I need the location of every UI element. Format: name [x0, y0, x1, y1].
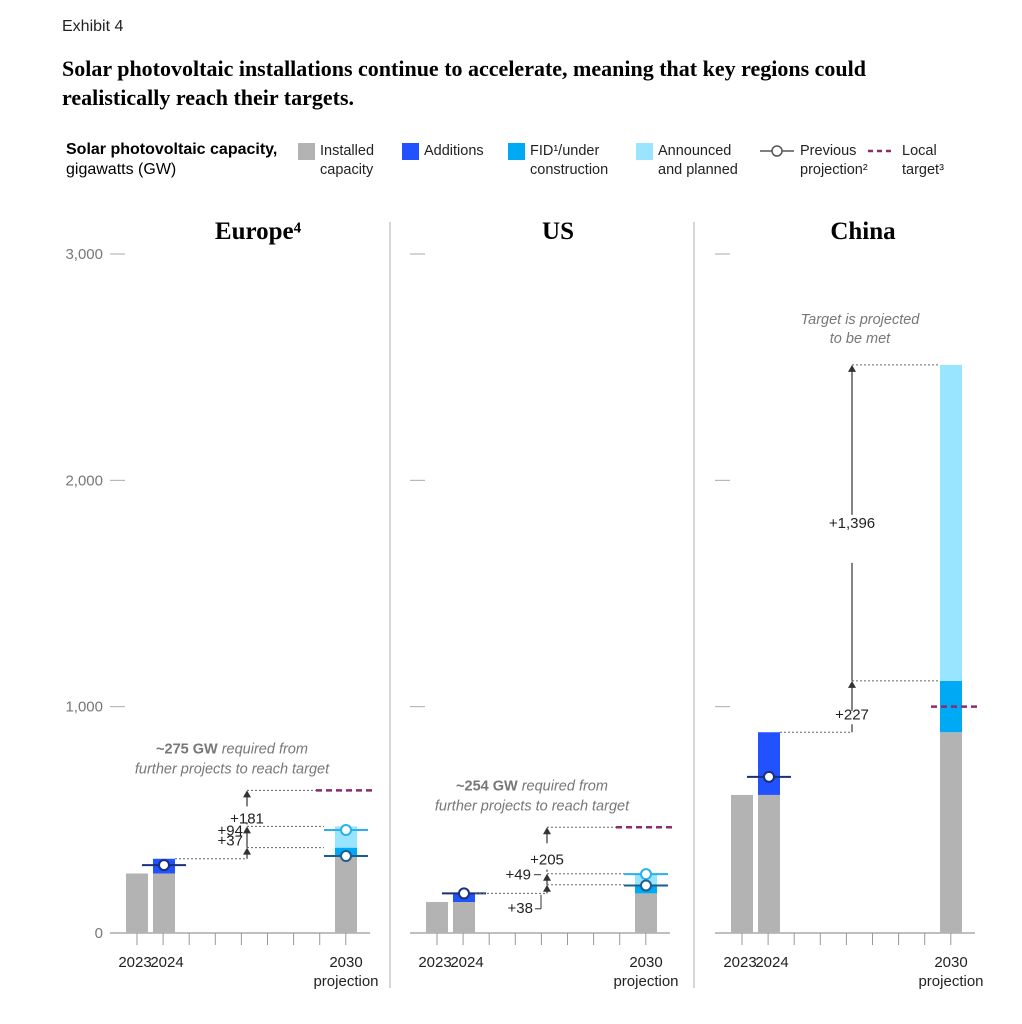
bar-installed-2030 — [940, 732, 962, 933]
legend-label-fid: FID¹/under construction — [530, 143, 609, 178]
x-label-2030: 2030 — [934, 954, 967, 971]
delta-label-fid: +227 — [835, 707, 869, 724]
legend-swatch-additions — [402, 143, 419, 160]
delta-arrowhead — [848, 680, 856, 688]
annotation-note-line2: further projects to reach target — [435, 798, 630, 814]
delta-label-fid: +38 — [508, 900, 533, 917]
legend-local-target-icon — [868, 144, 896, 158]
annotation-note-line1: ~254 GW required from — [456, 778, 608, 794]
region-title-0: Europe⁴ — [215, 218, 302, 245]
previous-projection-marker-2030-low — [640, 879, 652, 892]
delta-arrowhead — [848, 364, 856, 372]
x-label-2024: 2024 — [755, 954, 788, 971]
annotation-note-bold: ~254 GW — [456, 778, 518, 794]
bar-installed-2030 — [635, 893, 657, 933]
annotation-note-line2: further projects to reach target — [135, 761, 330, 777]
chart-title: Solar photovoltaic installations continu… — [62, 56, 866, 110]
legend-previous-projection-icon — [760, 144, 794, 158]
measure-unit: gigawatts (GW) — [66, 161, 177, 178]
delta-label-announced: +1,396 — [829, 515, 875, 532]
bar-installed-2024 — [453, 901, 475, 933]
legend-swatch-fid — [508, 143, 525, 160]
bar-installed-2023 — [426, 901, 448, 933]
y-tick-label: 0 — [95, 925, 103, 942]
x-label-2024: 2024 — [450, 954, 483, 971]
previous-projection-marker-2030-low — [340, 850, 352, 863]
previous-projection-marker-2030-high — [340, 824, 352, 837]
bar-installed-2024 — [758, 794, 780, 933]
delta-arrowhead — [543, 884, 551, 892]
previous-projection-marker-2024 — [458, 887, 470, 900]
annotation-note-bold: ~275 GW — [156, 741, 218, 757]
region-title-1: US — [542, 218, 574, 245]
delta-arrowhead — [243, 790, 251, 798]
annotation-note-rest: required from — [218, 741, 308, 757]
annotation-note-rest: required from — [518, 778, 608, 794]
bar-additions-2024 — [758, 732, 780, 795]
legend-label-previous: Previous projection² — [800, 143, 868, 178]
delta-arrowhead — [543, 873, 551, 881]
legend-swatch-installed — [298, 143, 315, 160]
bar-announced-2030 — [940, 364, 962, 681]
legend-label-additions: Additions — [424, 143, 484, 159]
y-tick-label: 2,000 — [65, 472, 103, 489]
annotation-note-line1: ~275 GW required from — [156, 741, 308, 757]
delta-label-remaining: +181 — [230, 810, 264, 827]
bar-installed-2023 — [731, 794, 753, 933]
annotation-note-line1: Target is projected — [801, 312, 921, 328]
previous-projection-marker-2024 — [158, 859, 170, 872]
bar-installed-2030 — [335, 856, 357, 933]
delta-arrowhead — [543, 827, 551, 835]
x-label-2023: 2023 — [118, 954, 151, 971]
x-label-projection: projection — [613, 973, 678, 990]
x-label-2024: 2024 — [150, 954, 183, 971]
x-label-2030: 2030 — [629, 954, 662, 971]
previous-projection-marker-2030-high — [640, 868, 652, 881]
legend-label-announced: Announced and planned — [658, 143, 738, 178]
previous-projection-marker-2024 — [763, 770, 775, 783]
legend-swatch-announced — [636, 143, 653, 160]
x-label-projection: projection — [918, 973, 983, 990]
x-label-2030: 2030 — [329, 954, 362, 971]
bar-installed-2023 — [126, 873, 148, 933]
x-label-2023: 2023 — [723, 954, 756, 971]
measure-bold: Solar photovoltaic capacity, — [66, 141, 278, 158]
annotation-note-line2: to be met — [830, 331, 891, 347]
delta-arrowhead — [243, 826, 251, 834]
delta-label-remaining: +205 — [530, 852, 564, 869]
delta-label-announced: +49 — [506, 867, 531, 884]
delta-arrowhead — [243, 847, 251, 855]
delta-label-fid: +37 — [218, 833, 243, 850]
y-tick-label: 1,000 — [65, 699, 103, 716]
y-tick-label: 3,000 — [65, 246, 103, 263]
measure-label: Solar photovoltaic capacity, gigawatts (… — [66, 140, 277, 180]
legend-label-installed: Installed capacity — [320, 143, 375, 178]
legend-label-target: Local target³ — [902, 143, 944, 178]
region-title-2: China — [830, 218, 896, 245]
bar-installed-2024 — [153, 873, 175, 933]
x-label-2023: 2023 — [418, 954, 451, 971]
x-label-projection: projection — [313, 973, 378, 990]
delta-label-announced: +94 — [218, 822, 243, 839]
exhibit-label: Exhibit 4 — [62, 18, 124, 35]
